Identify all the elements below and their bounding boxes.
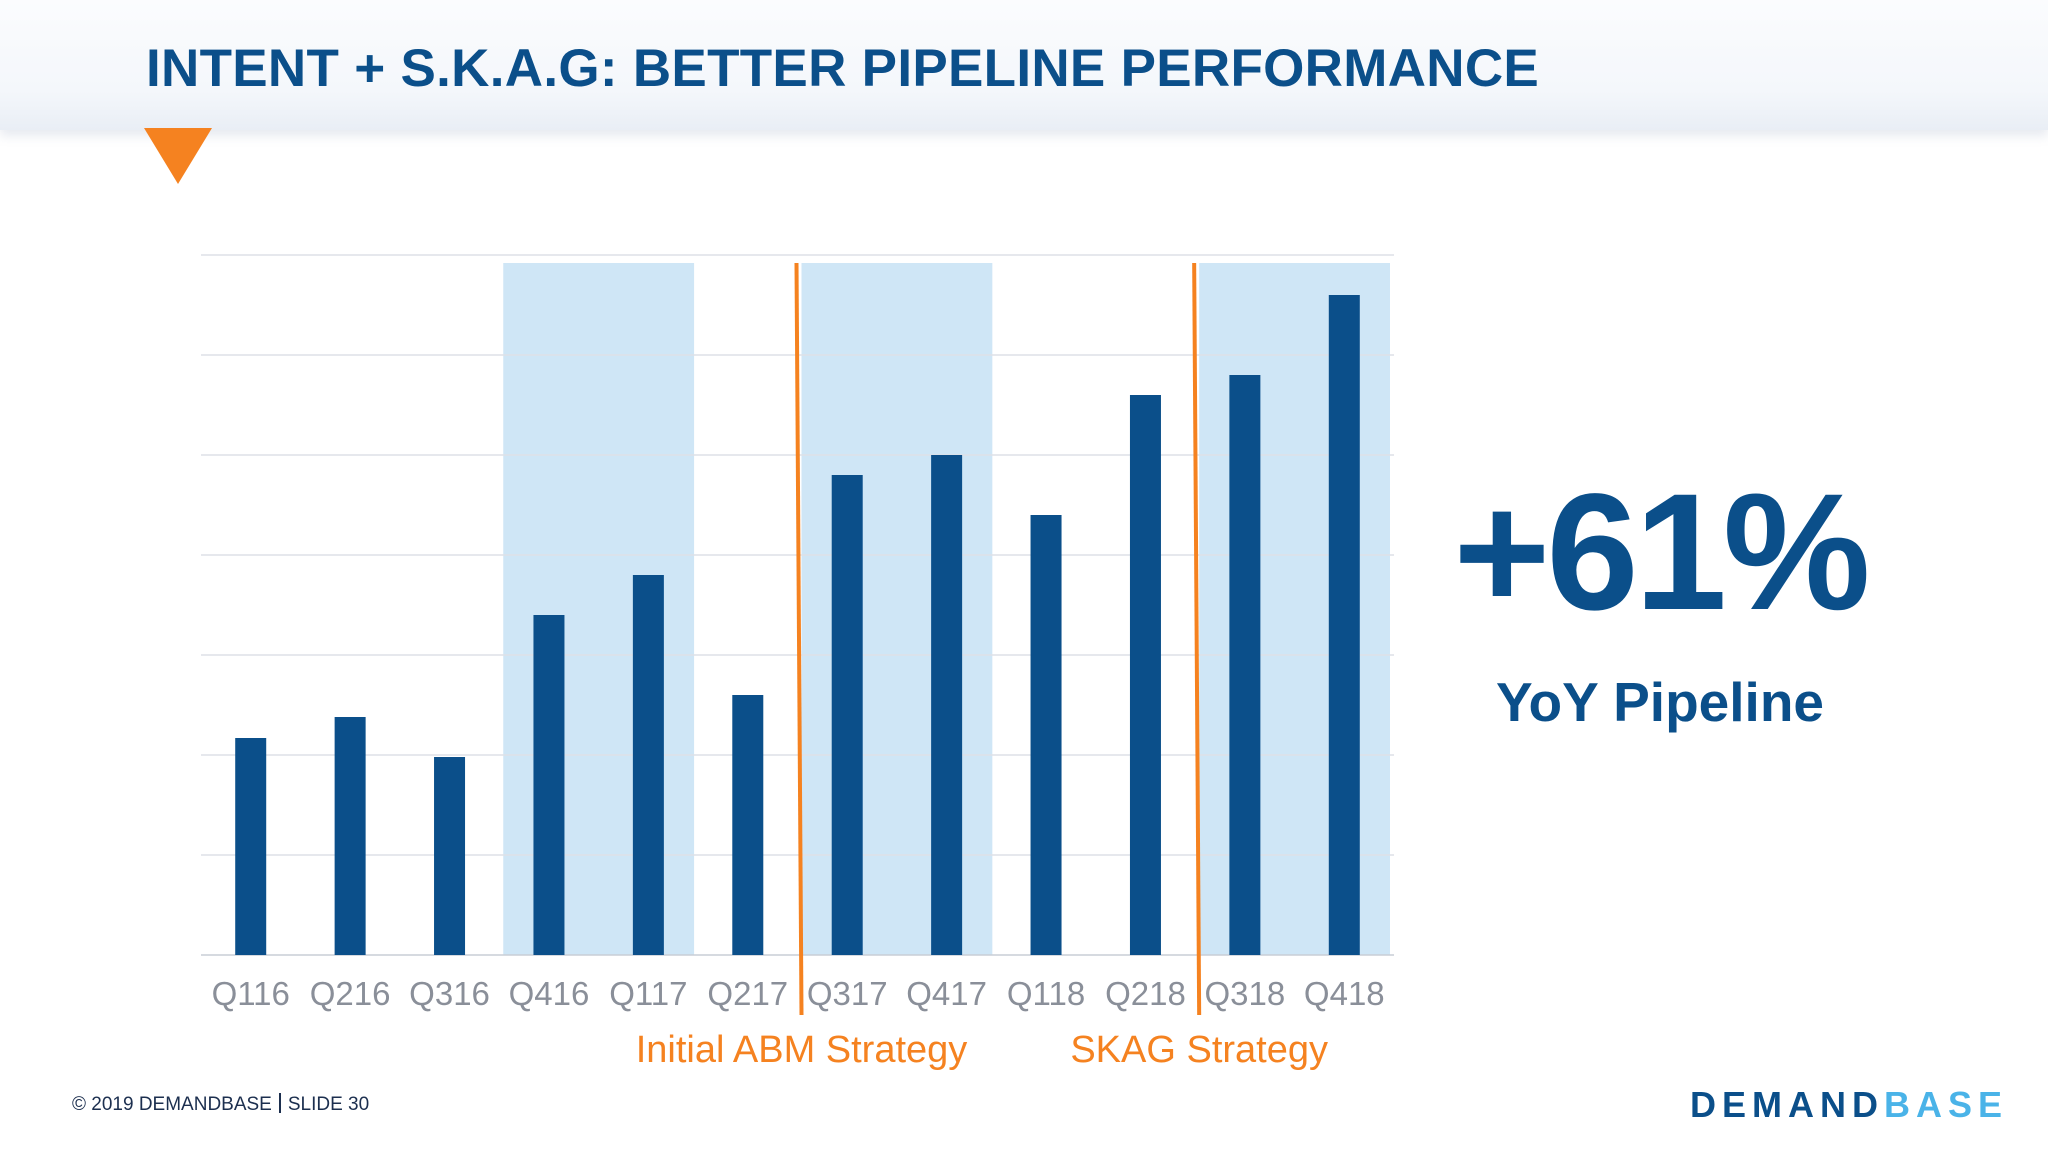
footer-divider	[278, 1093, 281, 1113]
slide-title: INTENT + S.K.A.G: BETTER PIPELINE PERFOR…	[146, 39, 1540, 98]
logo-part-1: DEMAND	[1689, 1084, 1884, 1125]
bar-q416	[533, 615, 565, 955]
bar-q418	[1328, 295, 1360, 955]
bar-q116	[235, 738, 267, 955]
x-tick-label: Q318	[1205, 975, 1286, 1012]
x-tick-label: Q418	[1304, 975, 1385, 1012]
bar-q218	[1129, 395, 1161, 955]
bar-q217	[732, 695, 764, 955]
highlight-band-3	[1199, 263, 1390, 955]
x-tick-label: Q116	[212, 975, 290, 1012]
x-tick-label: Q217	[707, 975, 788, 1012]
x-tick-label: Q417	[906, 975, 987, 1012]
x-tick-label: Q216	[310, 975, 391, 1012]
demandbase-logo: DEMANDBASE	[1690, 1084, 2008, 1126]
bar-q317	[831, 475, 863, 955]
x-tick-label: Q316	[409, 975, 490, 1012]
strategy-markers	[794, 262, 1202, 1016]
bar-q417	[931, 455, 963, 955]
strategy-marker-2	[1192, 262, 1202, 1016]
annotation-label-2: SKAG Strategy	[1070, 1029, 1328, 1071]
footer-slide-number: SLIDE 30	[287, 1094, 370, 1115]
footer-copyright: © 2019 DEMANDBASE	[72, 1094, 272, 1115]
footer: © 2019 DEMANDBASE SLIDE 30	[72, 1093, 369, 1116]
x-tick-label: Q218	[1105, 975, 1186, 1012]
bar-q117	[632, 575, 664, 955]
highlight-band-2	[801, 263, 993, 955]
annotation-label-1: Initial ABM Strategy	[636, 1029, 968, 1071]
bar-q216	[334, 717, 366, 955]
highlight-band-1	[503, 263, 695, 955]
strategy-marker-1	[794, 262, 804, 1016]
bar-q316	[434, 757, 466, 955]
header-band	[0, 0, 2048, 130]
x-tick-label: Q118	[1007, 975, 1085, 1012]
yoy-stat-value: +61%	[1453, 460, 1870, 645]
x-tick-label: Q317	[807, 975, 888, 1012]
x-tick-labels: Q116 Q216 Q316 Q416 Q117 Q217 Q317 Q417 Q118 Q218…	[212, 975, 1385, 1012]
bar-q118	[1030, 515, 1062, 955]
bars	[235, 295, 1360, 955]
yoy-stat-label: YoY Pipeline	[1495, 671, 1825, 733]
annotation-labels: Initial ABM Strategy SKAG Strategy	[636, 1029, 1328, 1071]
accent-triangle-icon	[144, 128, 212, 184]
x-tick-label: Q117	[609, 975, 687, 1012]
x-tick-label: Q416	[509, 975, 590, 1012]
bar-q318	[1229, 375, 1261, 955]
logo-part-2: BASE	[1883, 1084, 2008, 1125]
